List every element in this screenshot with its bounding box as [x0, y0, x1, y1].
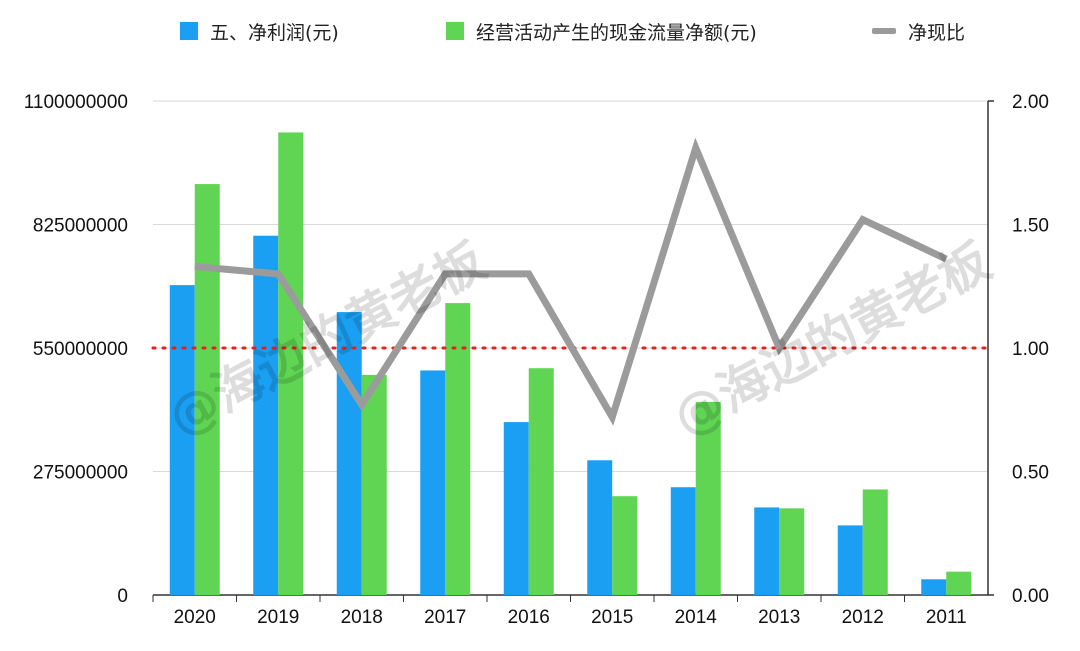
legend-swatch-cash-flow	[446, 22, 464, 40]
bar-net-profit	[921, 579, 947, 595]
right-axis-tick-label: 0.00	[1012, 586, 1049, 607]
left-axis-tick-label: 1100000000	[24, 92, 128, 113]
bar-cash-flow	[528, 368, 554, 595]
right-axis-tick-label: 1.50	[1012, 216, 1049, 237]
bar-cash-flow	[445, 303, 471, 595]
bar-net-profit	[420, 370, 446, 595]
x-axis-tick-label: 2019	[257, 607, 299, 628]
bar-net-profit	[253, 235, 279, 595]
chart-legend: 五、净利润(元) 经营活动产生的现金流量净额(元) 净现比	[0, 14, 1080, 48]
x-axis-tick-label: 2014	[675, 607, 718, 628]
x-axis-tick-label: 2016	[508, 607, 550, 628]
left-axis-tick-label: 0	[117, 586, 128, 607]
bar-net-profit	[754, 507, 780, 595]
x-axis-tick-label: 2015	[591, 607, 633, 628]
bar-cash-flow	[779, 508, 805, 595]
legend-swatch-net-profit	[180, 22, 198, 40]
bar-cash-flow	[695, 401, 721, 595]
left-axis-tick-label: 550000000	[33, 339, 128, 360]
legend-item-net-profit: 五、净利润(元)	[180, 14, 339, 48]
right-axis-tick-label: 2.00	[1012, 92, 1049, 113]
legend-swatch-ratio	[872, 28, 896, 34]
bar-net-profit	[336, 312, 362, 595]
x-axis-tick-label: 2013	[758, 607, 800, 628]
bar-net-profit	[169, 285, 195, 595]
bar-cash-flow	[278, 132, 304, 595]
legend-item-cash-flow: 经营活动产生的现金流量净额(元)	[446, 14, 757, 48]
bar-net-profit	[587, 460, 613, 595]
right-axis-tick-label: 0.50	[1012, 463, 1049, 484]
legend-label-cash-flow: 经营活动产生的现金流量净额(元)	[476, 21, 757, 44]
legend-label-ratio: 净现比	[908, 21, 966, 44]
x-axis-tick-label: 2012	[842, 607, 884, 628]
bar-cash-flow	[612, 496, 638, 595]
left-axis-tick-label: 825000000	[33, 216, 128, 237]
x-axis-tick-label: 2020	[174, 607, 216, 628]
legend-item-ratio: 净现比	[872, 14, 965, 48]
bar-cash-flow	[946, 571, 972, 595]
bar-cash-flow	[862, 489, 888, 595]
x-axis-tick-label: 2018	[341, 607, 383, 628]
right-axis-tick-label: 1.00	[1012, 339, 1049, 360]
legend-label-net-profit: 五、净利润(元)	[210, 21, 339, 44]
bar-net-profit	[837, 525, 863, 595]
bar-net-profit	[503, 422, 529, 595]
bar-cash-flow	[194, 184, 220, 595]
left-axis-tick-label: 275000000	[33, 463, 128, 484]
x-axis-tick-label: 2011	[926, 607, 967, 628]
bar-net-profit	[670, 487, 696, 595]
series-line-ratio	[194, 137, 948, 426]
x-axis-tick-label: 2017	[424, 607, 466, 628]
bar-cash-flow	[361, 374, 387, 595]
